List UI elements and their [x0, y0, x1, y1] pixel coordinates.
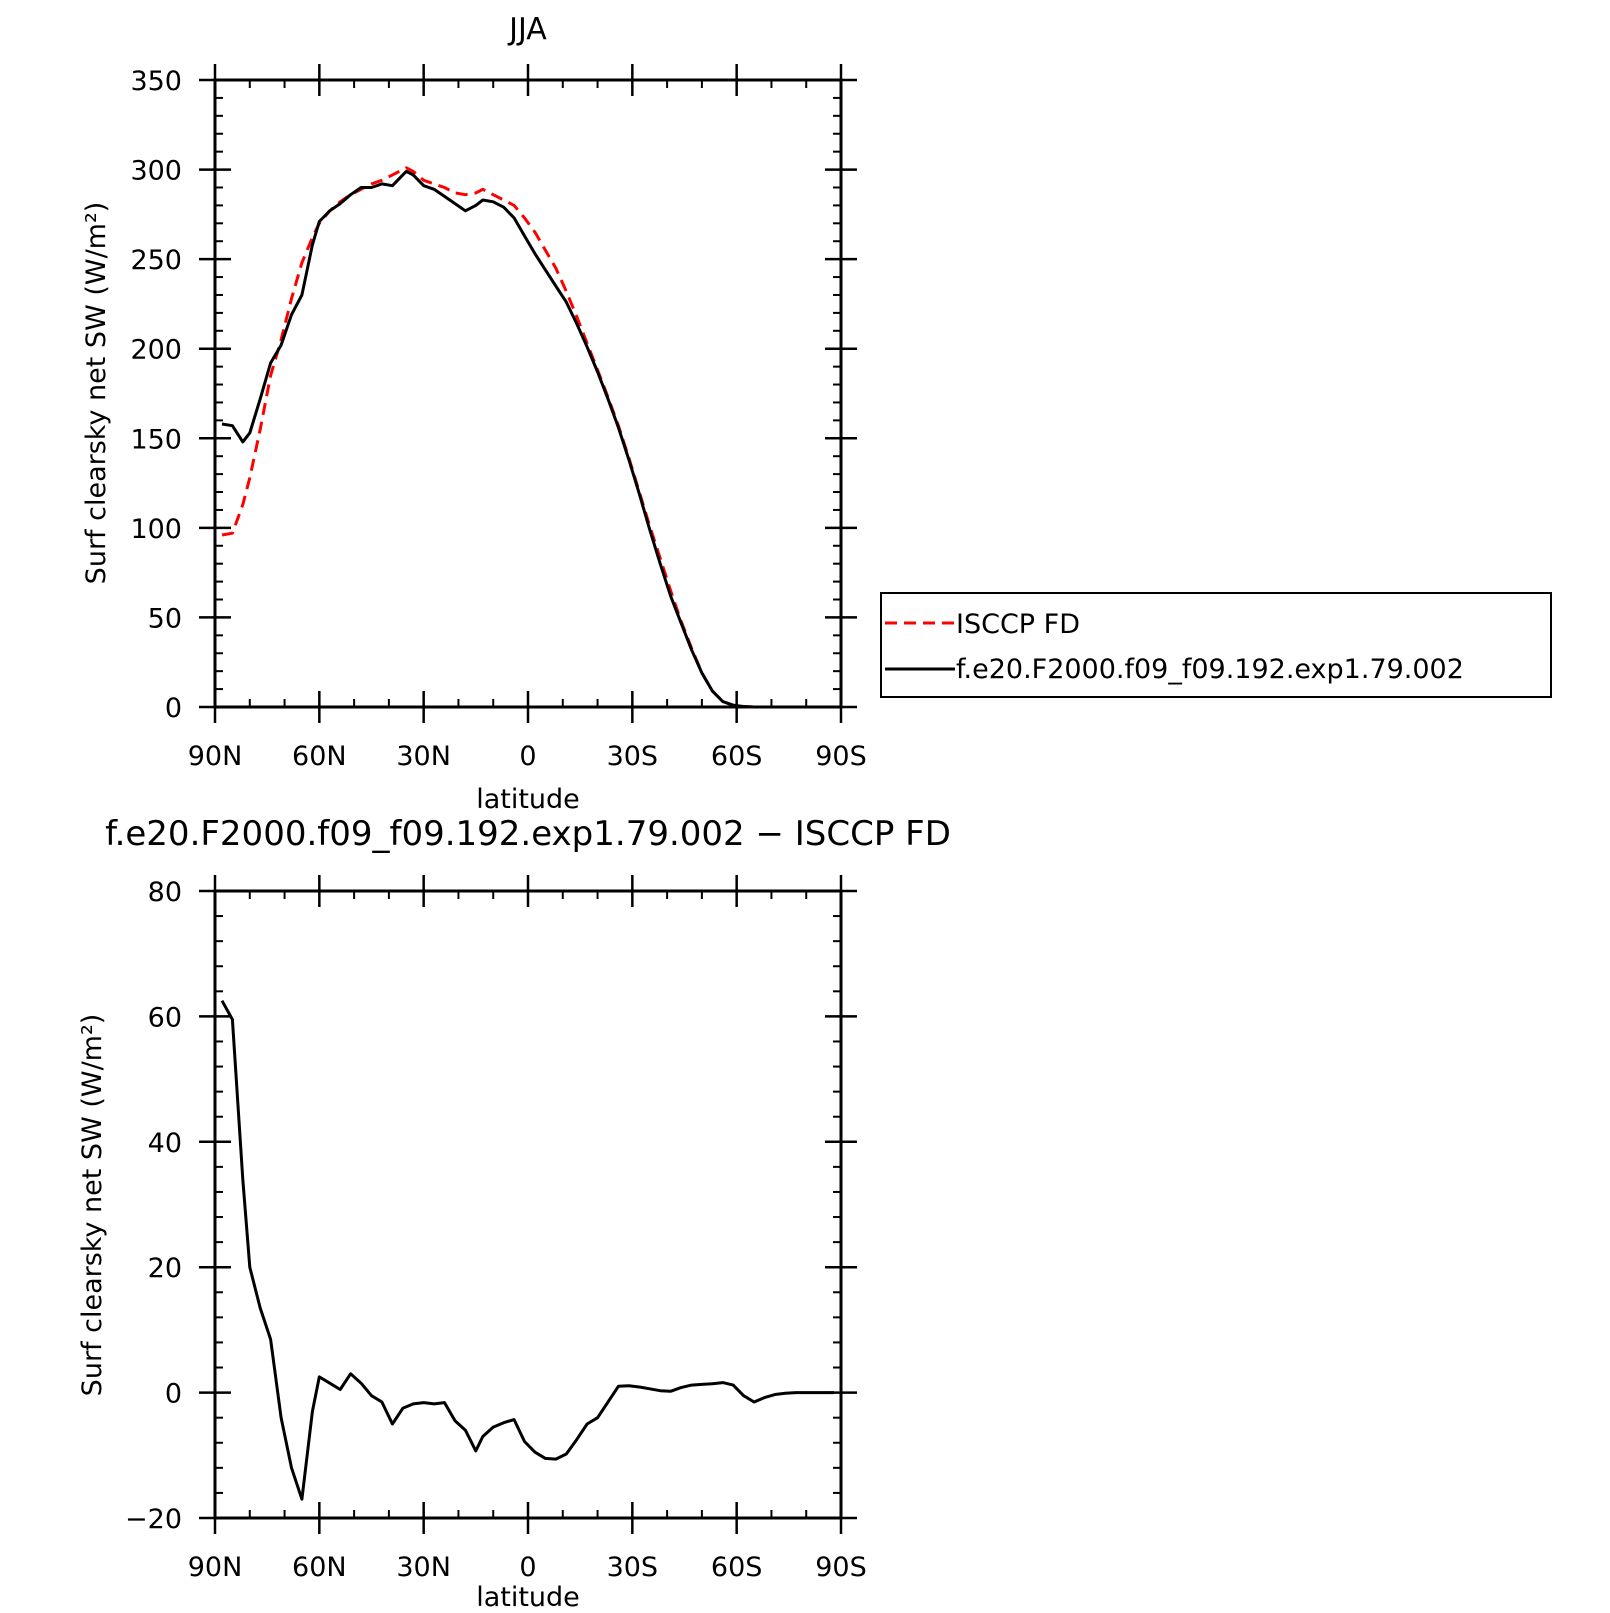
y-tick-label: 80	[148, 877, 182, 908]
y-tick-label: 300	[130, 156, 182, 187]
x-tick-label: 30N	[396, 741, 451, 772]
x-tick-label: 90N	[188, 741, 243, 772]
y-tick-label: 200	[130, 335, 182, 366]
y-tick-label: −20	[125, 1504, 182, 1535]
legend: ISCCP FD f.e20.F2000.f09_f09.192.exp1.79…	[880, 592, 1552, 698]
y-axis-label: Surf clearsky net SW (W/m²)	[81, 202, 112, 585]
x-axis-label: latitude	[476, 1582, 580, 1613]
x-tick-label: 30S	[607, 741, 659, 772]
y-axis: 0 50 100 150 200 250 300 350	[130, 66, 857, 724]
x-tick-label: 30S	[607, 1552, 659, 1583]
plot-frame	[213, 889, 843, 1520]
x-tick-label: 60S	[711, 741, 763, 772]
x-axis: 90N 60N 30N 0 30S 60S 90S	[188, 64, 867, 772]
y-tick-label: 50	[148, 603, 182, 634]
x-tick-label: 60N	[292, 1552, 347, 1583]
legend-label-model: f.e20.F2000.f09_f09.192.exp1.79.002	[956, 654, 1464, 685]
x-tick-label: 0	[519, 741, 536, 772]
y-tick-label: 100	[130, 514, 182, 545]
x-tick-label: 30N	[396, 1552, 451, 1583]
x-tick-label: 60N	[292, 741, 347, 772]
chart-title: JJA	[507, 12, 547, 47]
y-tick-label: 250	[130, 245, 182, 276]
y-axis: −20 0 20 40 60 80	[125, 877, 857, 1535]
series-line-model	[220, 999, 834, 1501]
x-tick-label: 90S	[815, 741, 867, 772]
y-tick-label: 350	[130, 66, 182, 97]
y-tick-label: 20	[148, 1253, 182, 1284]
y-tick-label: 60	[148, 1002, 182, 1033]
plot-lines	[221, 166, 834, 709]
series-line-isccp	[221, 166, 834, 709]
x-axis: 90N 60N 30N 0 30S 60S 90S	[188, 875, 867, 1583]
x-axis-label: latitude	[476, 784, 580, 815]
panel-climatology: JJA 0 50 100 150 200 250 300 350 90N 60N 30N 0 30S 6…	[81, 12, 1552, 815]
x-tick-label: 60S	[711, 1552, 763, 1583]
plot-frame	[213, 78, 843, 709]
y-axis-label: Surf clearsky net SW (W/m²)	[77, 1014, 108, 1397]
y-tick-label: 150	[130, 424, 182, 455]
chart-title: f.e20.F2000.f09_f09.192.exp1.79.002 − IS…	[105, 814, 951, 854]
y-tick-label: 0	[165, 1379, 182, 1410]
y-tick-label: 40	[148, 1128, 182, 1159]
panel-difference: f.e20.F2000.f09_f09.192.exp1.79.002 − IS…	[77, 814, 951, 1613]
y-tick-label: 0	[165, 693, 182, 724]
x-tick-label: 90N	[188, 1552, 243, 1583]
series-line-model	[221, 169, 834, 709]
x-tick-label: 0	[519, 1552, 536, 1583]
legend-label-isccp: ISCCP FD	[956, 609, 1080, 640]
plot-lines	[220, 999, 834, 1501]
x-tick-label: 90S	[815, 1552, 867, 1583]
legend-box	[880, 592, 1552, 698]
